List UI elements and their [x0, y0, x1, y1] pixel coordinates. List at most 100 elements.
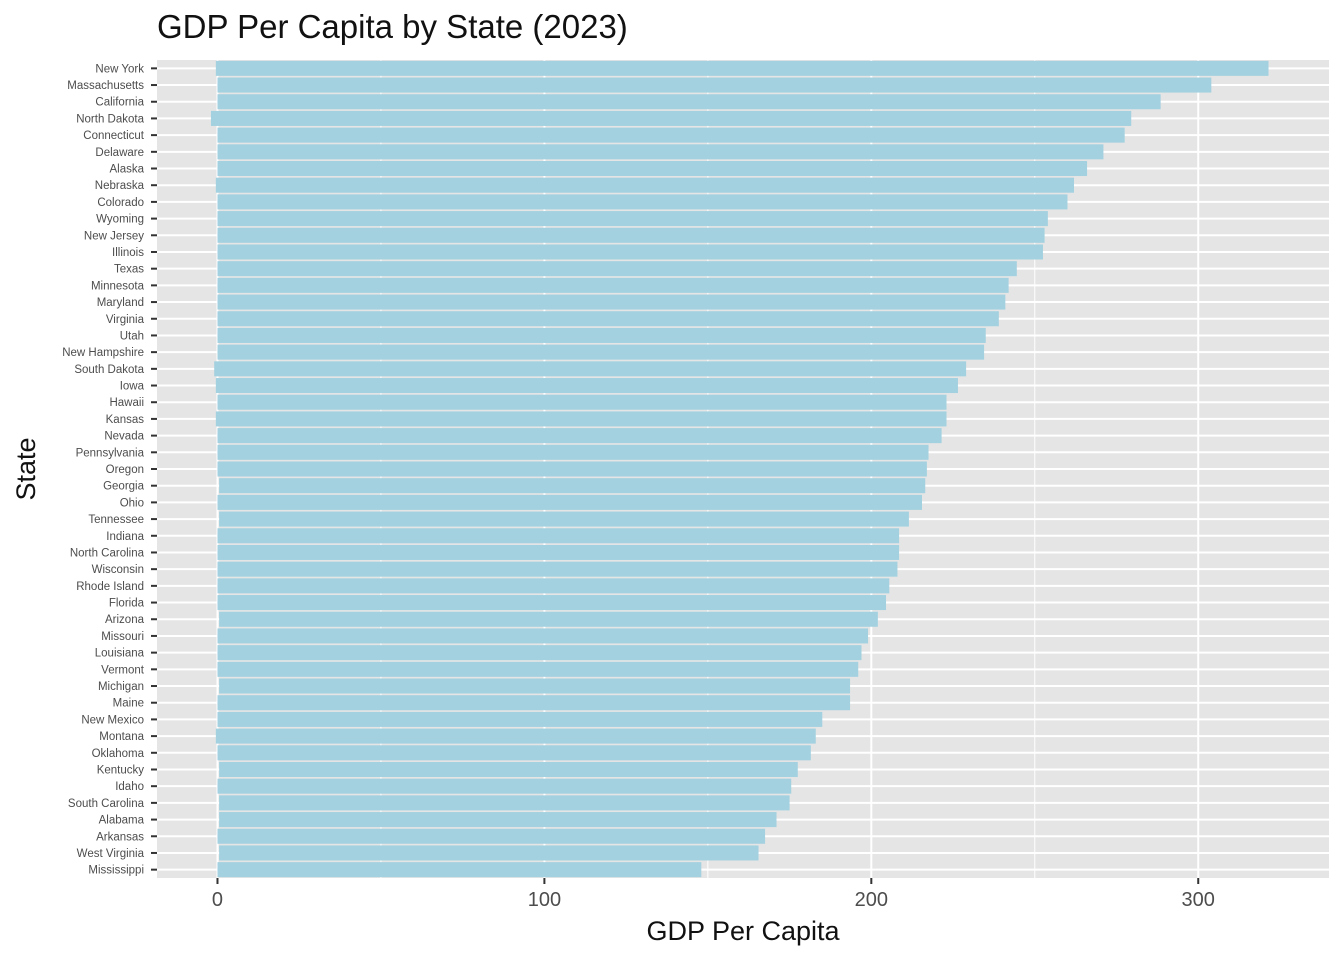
y-tick-label: North Carolina [70, 547, 145, 559]
y-tick-label: West Virginia [77, 848, 145, 860]
y-tick-label: Connecticut [83, 130, 145, 142]
y-tick-label: Delaware [95, 147, 144, 159]
y-tick-label: Maryland [97, 297, 144, 309]
y-tick-label: Wisconsin [92, 564, 144, 576]
bar [217, 711, 823, 727]
bar [217, 544, 900, 560]
bar [217, 344, 985, 360]
bar [217, 77, 1212, 93]
bar [219, 761, 798, 778]
bar [217, 127, 1125, 143]
bar [217, 144, 1104, 160]
bar [215, 411, 947, 427]
bar [217, 327, 986, 343]
y-tick-label: Vermont [101, 664, 145, 676]
y-tick-label: Nevada [104, 431, 144, 443]
y-tick-label: Ohio [120, 497, 144, 509]
y-tick-label: Arkansas [96, 831, 144, 843]
x-axis: 0 100 200 300 [212, 878, 1215, 911]
bar [215, 378, 958, 394]
bar [217, 695, 851, 711]
bar [215, 728, 816, 744]
y-tick-label: Kentucky [97, 764, 145, 776]
y-axis: New York Massachusetts California North Dak… [62, 63, 157, 877]
bar [219, 795, 790, 811]
bar [217, 311, 999, 327]
y-tick-label: Iowa [120, 381, 145, 393]
y-tick-label: Virginia [106, 314, 145, 326]
y-tick-label: Minnesota [91, 280, 145, 292]
bar [217, 778, 792, 794]
bar [217, 561, 898, 577]
bar [215, 60, 1269, 76]
bars [210, 60, 1269, 878]
bar [217, 194, 1068, 210]
bar [217, 394, 947, 410]
x-tick-label: 100 [528, 889, 561, 911]
y-tick-label: Florida [109, 598, 145, 610]
bar [217, 277, 1009, 293]
y-tick-label: South Dakota [74, 364, 144, 376]
y-tick-label: Missouri [101, 631, 144, 643]
bar [217, 828, 766, 844]
bar [217, 227, 1045, 243]
bar [219, 812, 777, 828]
y-tick-label: New Hampshire [62, 347, 144, 359]
y-tick-label: Tennessee [88, 514, 144, 526]
y-tick-label: Oklahoma [92, 748, 145, 760]
x-tick-label: 200 [855, 889, 888, 911]
bar [217, 160, 1088, 177]
y-tick-label: Colorado [97, 197, 144, 209]
bar [217, 578, 890, 594]
bar [217, 645, 862, 661]
bar [217, 595, 887, 611]
bar [217, 444, 929, 460]
bar [217, 494, 922, 510]
bar [219, 511, 909, 527]
bar [217, 528, 900, 544]
y-tick-label: New Jersey [84, 230, 144, 242]
x-tick-label: 300 [1182, 889, 1215, 911]
y-tick-label: Mississippi [88, 865, 144, 877]
bar [217, 261, 1017, 277]
bar [217, 628, 869, 644]
bar [217, 244, 1043, 260]
bar [217, 862, 702, 878]
bar [219, 478, 926, 494]
bar [217, 294, 1006, 310]
bar [217, 94, 1161, 110]
y-tick-label: Michigan [98, 681, 144, 693]
bar [214, 361, 967, 377]
x-tick-label: 0 [212, 889, 223, 911]
y-tick-label: Nebraska [95, 180, 145, 192]
y-tick-label: Montana [99, 731, 144, 743]
y-tick-label: Alabama [99, 815, 145, 827]
y-tick-label: Maine [113, 698, 144, 710]
bar [217, 428, 942, 444]
bar [219, 611, 878, 627]
y-tick-label: Pennsylvania [76, 447, 145, 459]
y-tick-label: Hawaii [109, 397, 144, 409]
y-tick-label: Illinois [112, 247, 144, 259]
y-tick-label: Rhode Island [76, 581, 144, 593]
y-tick-label: New York [95, 63, 144, 75]
y-tick-label: Utah [120, 330, 144, 342]
y-tick-label: North Dakota [76, 113, 144, 125]
y-tick-label: New Mexico [81, 714, 144, 726]
x-axis-title: GDP Per Capita [646, 916, 840, 946]
y-tick-label: Alaska [109, 164, 144, 176]
y-tick-label: Idaho [115, 781, 144, 793]
bar [210, 110, 1132, 126]
bar [217, 211, 1048, 227]
y-tick-label: Texas [114, 264, 144, 276]
y-tick-label: Indiana [106, 531, 144, 543]
y-tick-label: Massachusetts [67, 80, 144, 92]
y-tick-label: California [95, 97, 144, 109]
chart-title: GDP Per Capita by State (2023) [157, 8, 628, 45]
bar [217, 745, 811, 761]
bar [217, 661, 859, 677]
bar [217, 461, 927, 477]
bar [219, 845, 759, 861]
y-tick-label: Oregon [106, 464, 144, 476]
